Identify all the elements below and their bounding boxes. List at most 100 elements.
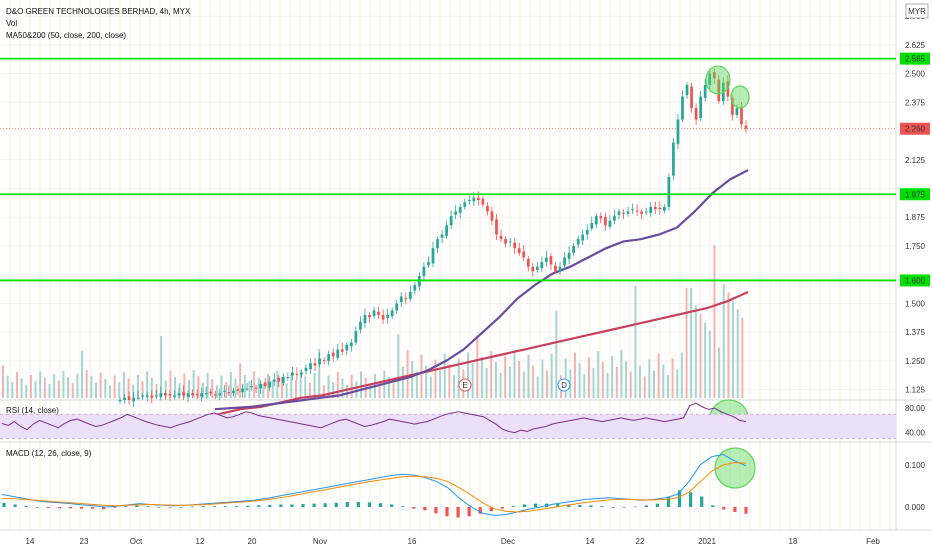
volume-bar <box>546 370 549 398</box>
signal-line <box>2 461 747 513</box>
candle-body <box>590 222 594 229</box>
candle-body <box>408 291 412 299</box>
candle-body <box>277 377 281 382</box>
volume-bar <box>53 374 56 398</box>
macd-histogram-bar <box>212 506 217 507</box>
macd-histogram-bar <box>733 507 737 513</box>
horizontal-levels: 2.565 1.975 1.600 2.260 <box>0 52 930 287</box>
macd-histogram-bar <box>124 506 128 507</box>
volume-bar <box>304 376 307 398</box>
volume-bar <box>350 374 353 398</box>
candle-body <box>191 393 194 396</box>
volume-bar <box>285 383 288 398</box>
macd-histogram-bar <box>401 506 405 507</box>
candle-body <box>386 314 389 319</box>
volume-bar <box>467 352 469 398</box>
candle-body <box>504 239 507 244</box>
candle-body <box>599 216 603 219</box>
macd-histogram-bar <box>57 507 61 509</box>
volume-bar <box>160 336 163 398</box>
macd-histogram-bar <box>711 505 715 507</box>
macd-histogram-bar <box>611 507 615 508</box>
candle-body <box>635 210 639 212</box>
candle-body <box>644 211 648 213</box>
candle-body <box>554 265 557 272</box>
macd-histogram-bar <box>290 504 294 507</box>
volume-bar <box>480 357 483 398</box>
volume-bar <box>336 372 339 398</box>
volume-bar <box>164 380 167 398</box>
candle-body <box>145 395 149 397</box>
time-tick-label: Oct <box>130 537 143 546</box>
current-price-label: 2.260 <box>905 125 926 134</box>
candle-body <box>127 396 131 400</box>
volume-bar <box>113 375 116 398</box>
candle-body <box>508 241 512 243</box>
macd-histogram-bar <box>257 505 261 507</box>
macd-histogram-bar <box>489 507 493 512</box>
volume-bar <box>718 347 721 398</box>
rsi-label: RSI (14, close) <box>6 406 59 415</box>
time-tick-label: 14 <box>586 537 595 546</box>
volume-bar <box>490 351 493 398</box>
candle-body <box>427 262 430 266</box>
currency-label: MYR <box>908 7 926 16</box>
volume-bar <box>429 376 432 398</box>
macd-histogram-bar <box>246 505 250 507</box>
candle-body <box>168 394 172 396</box>
time-tick-label: Dec <box>501 537 515 546</box>
volume-bar <box>680 352 683 398</box>
volume-bar <box>401 366 404 398</box>
candle-body <box>209 391 213 394</box>
price-tick-label: 1.500 <box>905 299 926 308</box>
candle-body <box>690 86 693 109</box>
volume-bar <box>439 370 442 398</box>
volume-bar <box>11 381 14 398</box>
volume-bar <box>513 350 516 398</box>
macd-histogram-bar <box>378 503 383 507</box>
candle-body <box>477 197 480 200</box>
candle-body <box>286 377 290 379</box>
volume-bar <box>732 300 735 398</box>
candle-body <box>154 395 158 397</box>
candle-body <box>132 397 135 402</box>
candle-body <box>218 393 222 396</box>
candle-body <box>540 262 544 269</box>
price-tick-label: 1.375 <box>905 328 926 337</box>
candle-body <box>227 392 231 394</box>
candle-body <box>182 391 185 396</box>
candle-body <box>268 381 272 388</box>
candle-body <box>703 85 707 98</box>
candle-body <box>300 372 303 375</box>
volume-bar <box>736 309 739 398</box>
volume-bar <box>694 305 697 398</box>
macd-histogram-bar <box>556 504 560 507</box>
volume-bar <box>443 353 446 398</box>
volume-bar <box>704 322 707 398</box>
volume-bar <box>262 384 265 398</box>
candle-body <box>681 96 684 120</box>
candle-body <box>272 379 276 382</box>
candle-body <box>413 285 417 291</box>
macd-histogram-bar <box>90 507 95 509</box>
candle-body <box>399 296 403 303</box>
volume-bar <box>169 370 172 398</box>
currency-badge[interactable] <box>905 3 929 19</box>
candle-body <box>549 256 553 265</box>
current-price-badge <box>900 122 930 135</box>
time-tick-label: 20 <box>248 537 257 546</box>
candle-body <box>195 394 199 396</box>
candle-body <box>522 251 526 258</box>
candle-body <box>377 311 380 315</box>
volume-bar <box>397 334 400 398</box>
candle-body <box>281 377 285 383</box>
candle-body <box>372 310 376 316</box>
volume-bar <box>685 288 688 398</box>
volume-bar <box>322 385 325 398</box>
level-badge <box>900 274 930 287</box>
candle-body <box>150 395 154 398</box>
candle-body <box>454 211 458 215</box>
candle-body <box>735 108 739 115</box>
volume-bar <box>99 372 102 398</box>
